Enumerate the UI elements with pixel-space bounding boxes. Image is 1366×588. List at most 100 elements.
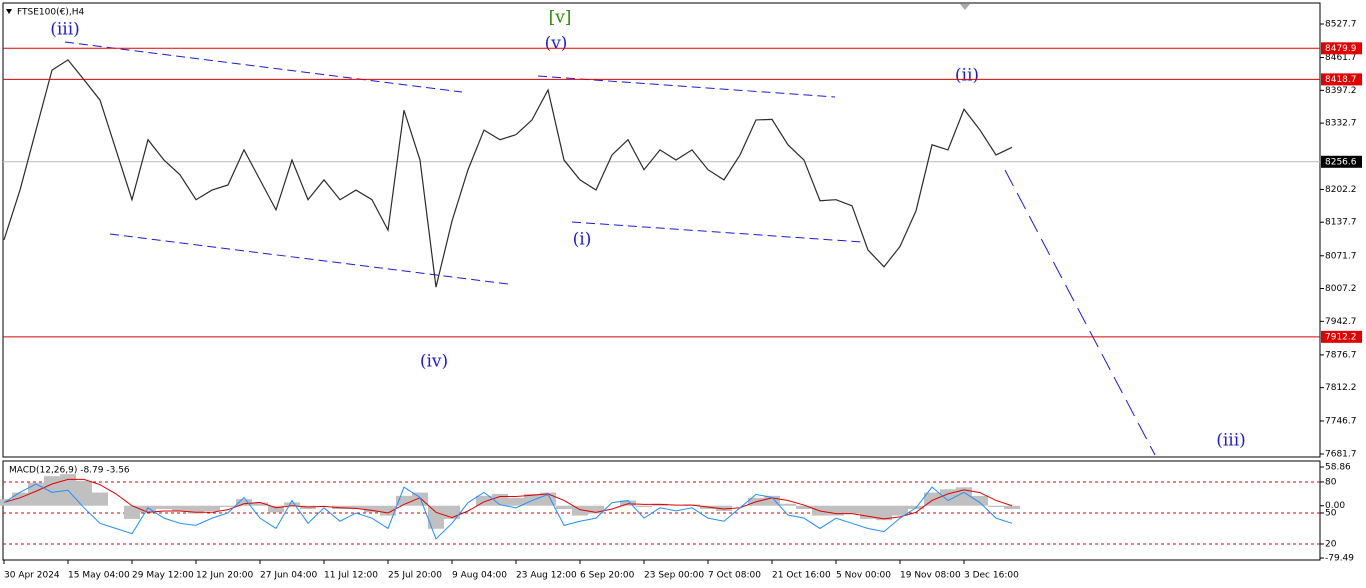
macd-bar — [412, 492, 428, 506]
level-label: 7912.2 — [1325, 332, 1357, 342]
x-tick-label: 15 May 04:00 — [68, 571, 130, 581]
x-tick-label: 19 Nov 08:00 — [900, 571, 961, 581]
macd-bar — [876, 505, 892, 521]
y-tick-label: 58.86 — [1325, 463, 1351, 473]
macd-bar — [124, 505, 140, 519]
level-label-box — [1321, 73, 1362, 86]
x-tick-label: 23 Sep 00:00 — [644, 571, 704, 581]
macd-bar — [188, 505, 204, 514]
macd-bar — [796, 505, 812, 510]
x-tick-label: 9 Aug 04:00 — [452, 571, 507, 581]
macd-bar — [252, 502, 268, 506]
y-tick-label: -79.49 — [1325, 554, 1354, 564]
macd-bar — [428, 505, 444, 529]
macd-bar — [140, 505, 156, 513]
y-tick-label: 0.00 — [1325, 501, 1345, 511]
macd-bar — [268, 505, 284, 513]
shift-marker — [960, 4, 970, 10]
wave-label: [v] — [549, 8, 572, 28]
main-frame — [2, 2, 1321, 458]
macd-bar — [156, 505, 172, 510]
x-tick-label: 27 Jun 04:00 — [260, 571, 317, 581]
y-tick-label: 7681.7 — [1325, 450, 1357, 460]
y-tick-label: 8007.2 — [1325, 284, 1357, 294]
macd-bar — [844, 505, 860, 514]
macd-bar — [572, 505, 588, 516]
y-tick-label: 8527.7 — [1325, 19, 1357, 29]
macd-bar — [364, 505, 380, 513]
macd-bar — [764, 495, 780, 506]
macd-bar — [284, 502, 300, 506]
macd-bar — [380, 505, 396, 516]
macd-bar — [780, 503, 796, 506]
chart-title: FTSE100(€),H4 — [17, 8, 84, 18]
wave-label: (iii) — [1216, 431, 1246, 451]
macd-bar — [588, 505, 604, 514]
x-tick-label: 29 May 12:00 — [132, 571, 194, 581]
macd-bar — [76, 480, 92, 506]
y-tick-label: 8397.2 — [1325, 86, 1357, 96]
y-tick-label: 7812.2 — [1325, 383, 1357, 393]
menu-arrow[interactable] — [6, 9, 12, 14]
macd-bar — [972, 495, 988, 506]
y-tick-label: 7876.7 — [1325, 350, 1357, 360]
y-tick-label: 8461.7 — [1325, 53, 1357, 63]
macd-bar — [204, 505, 220, 511]
y-tick-label: 80 — [1325, 477, 1337, 487]
y-tick-label: 7942.7 — [1325, 317, 1357, 327]
macd-bar — [956, 487, 972, 506]
macd-bar — [0, 499, 12, 506]
wave-label: (i) — [573, 230, 592, 250]
x-tick-label: 25 Jul 20:00 — [388, 571, 442, 581]
macd-bar — [236, 499, 252, 506]
macd-bar — [828, 505, 844, 516]
trend-line — [109, 233, 509, 285]
macd-bar — [508, 497, 524, 506]
macd-bar — [44, 476, 60, 506]
macd-bar — [492, 493, 508, 506]
last-price-box — [1321, 155, 1362, 168]
macd-bar — [476, 495, 492, 506]
wave-label: (iii) — [50, 20, 80, 40]
x-tick-label: 7 Oct 08:00 — [708, 571, 761, 581]
y-tick-label: 8071.7 — [1325, 251, 1357, 261]
macd-bar — [396, 495, 412, 506]
macd-bar — [220, 505, 236, 508]
indicator-line — [3, 478, 1013, 520]
x-tick-label: 30 Apr 2024 — [4, 571, 60, 581]
x-tick-label: 23 Aug 12:00 — [516, 571, 577, 581]
indicator-line — [3, 483, 1013, 540]
trend-line — [571, 221, 863, 243]
macd-bar — [28, 482, 44, 506]
macd-bar — [1004, 505, 1020, 510]
x-tick-label: 21 Oct 16:00 — [772, 571, 831, 581]
macd-bar — [92, 492, 108, 506]
wave-label: (iv) — [420, 352, 448, 372]
macd-bar — [892, 505, 908, 516]
last-price-label: 8256.6 — [1325, 157, 1357, 167]
macd-bar — [620, 500, 636, 506]
macd-bar — [924, 492, 940, 506]
macd-bar — [556, 505, 572, 510]
x-tick-label: 11 Jul 12:00 — [324, 571, 378, 581]
level-label-box — [1321, 330, 1362, 343]
x-tick-label: 3 Dec 16:00 — [964, 571, 1019, 581]
macd-bar — [348, 505, 364, 510]
y-tick-label: 7746.7 — [1325, 416, 1357, 426]
y-tick-label: 8202.2 — [1325, 185, 1357, 195]
y-tick-label: 8332.7 — [1325, 119, 1357, 129]
wave-label: (ii) — [955, 66, 979, 86]
x-tick-label: 12 Jun 20:00 — [196, 571, 253, 581]
price-line — [3, 59, 1013, 288]
x-tick-label: 6 Sep 20:00 — [580, 571, 635, 581]
wave-label: (v) — [545, 34, 568, 54]
level-label: 8479.9 — [1325, 44, 1357, 54]
macd-bar — [636, 505, 652, 508]
level-label-box — [1321, 42, 1362, 55]
trend-line — [1004, 169, 1156, 456]
y-tick-label: 20 — [1325, 539, 1337, 549]
macd-bar — [524, 493, 540, 506]
macd-bar — [444, 505, 460, 519]
x-tick-label: 5 Nov 00:00 — [836, 571, 891, 581]
